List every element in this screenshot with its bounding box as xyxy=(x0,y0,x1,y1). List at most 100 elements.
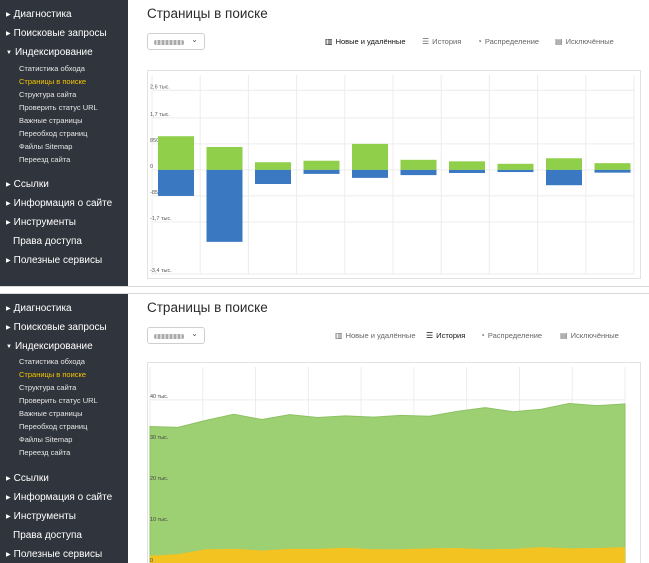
sidebar-subitem-important-pages[interactable]: Важные страницы xyxy=(19,116,83,125)
bar-chart-icon: ▥ xyxy=(325,37,333,46)
sidebar-item-label: Полезные сервисы xyxy=(13,255,103,266)
y-tick-label: 2,6 тыс. xyxy=(150,84,170,90)
y-tick-label: 10 тыс. xyxy=(150,517,169,523)
sidebar-subitem-pages-in-search[interactable]: Страницы в поиске xyxy=(19,370,87,379)
sidebar-item-label: Инструменты xyxy=(13,511,76,522)
y-tick-label: -850 xyxy=(150,190,161,196)
sidebar-item-links[interactable]: ▶ Ссылки xyxy=(6,179,49,190)
tab-history[interactable]: ☰ История xyxy=(422,37,461,46)
bar-added xyxy=(449,161,485,170)
caret-down-icon: ▼ xyxy=(6,50,12,56)
sidebar-subitem-sitemap[interactable]: Файлы Sitemap xyxy=(19,142,73,151)
bar-added xyxy=(497,163,534,170)
chevron-down-icon: ⌄ xyxy=(191,35,198,44)
sidebar-subitem-check-url[interactable]: Проверить статус URL xyxy=(19,396,98,405)
excluded-icon: ▤ xyxy=(560,331,568,340)
caret-right-icon: ▶ xyxy=(6,12,11,18)
tab-label: Исключённые xyxy=(570,331,619,340)
sidebar-subitem-important-pages[interactable]: Важные страницы xyxy=(19,409,83,418)
sidebar-item-queries[interactable]: ▶ Поисковые запросы xyxy=(6,322,107,333)
tab-distribution[interactable]: ◔ Распределение xyxy=(480,331,542,340)
tab-label: Распределение xyxy=(487,331,543,340)
caret-right-icon: ▶ xyxy=(6,220,11,226)
bar-removed xyxy=(352,169,388,178)
panel-history: ▶ Диагностика ▶ Поисковые запросы ▼ Индекси… xyxy=(0,293,649,563)
sidebar: ▶ Диагностика ▶ Поисковые запросы ▼ Индекси… xyxy=(0,0,128,286)
sidebar-subitem-pages-in-search[interactable]: Страницы в поиске xyxy=(19,77,87,86)
caret-right-icon: ▶ xyxy=(6,201,11,207)
y-tick-label: -3,4 тыс. xyxy=(150,268,172,274)
tab-new-removed[interactable]: ▥ Новые и удалённые xyxy=(325,37,406,46)
tab-new-removed[interactable]: ▥ Новые и удалённые xyxy=(335,331,416,340)
sidebar-subitem-recrawl[interactable]: Переобход страниц xyxy=(19,129,88,138)
pie-icon: ◔ xyxy=(480,331,485,340)
bar-added xyxy=(594,163,631,170)
bar-added xyxy=(546,158,582,170)
y-tick-label: 30 тыс. xyxy=(150,435,169,441)
tab-history[interactable]: ☰ История xyxy=(426,331,465,340)
area-chart-svg: 40 тыс. 30 тыс. 20 тыс. 10 тыс. 0 xyxy=(149,367,626,563)
tab-distribution[interactable]: ◔ Распределение xyxy=(477,37,539,46)
caret-right-icon: ▶ xyxy=(6,495,11,501)
caret-right-icon: ▶ xyxy=(6,306,11,312)
sidebar-item-tools[interactable]: ▶ Инструменты xyxy=(6,217,76,228)
sidebar-item-label: Информация о сайте xyxy=(13,198,113,209)
sidebar-item-label: Диагностика xyxy=(13,303,72,314)
sidebar-item-links[interactable]: ▶ Ссылки xyxy=(6,473,49,484)
bar-chart-icon: ▥ xyxy=(335,331,343,340)
bar-added xyxy=(400,159,437,170)
caret-right-icon: ▶ xyxy=(6,476,11,482)
sidebar-subitem-site-move[interactable]: Переезд сайта xyxy=(19,448,71,457)
pie-icon: ◔ xyxy=(477,37,482,46)
sidebar-item-indexing[interactable]: ▼ Индексирование xyxy=(6,341,93,352)
bar-removed xyxy=(497,169,534,173)
bar-chart-svg: 2,6 тыс. 1,7 тыс. 850 0 -850 -1,7 тыс. -3,4 ты… xyxy=(150,75,635,275)
tab-excluded[interactable]: ▤ Исключённые xyxy=(555,37,614,46)
sidebar-item-site-info[interactable]: ▶ Информация о сайте xyxy=(6,198,112,209)
bar-removed xyxy=(206,169,243,242)
sidebar-item-access[interactable]: Права доступа xyxy=(13,236,82,247)
sidebar-subitem-site-move[interactable]: Переезд сайта xyxy=(19,155,71,164)
history-icon: ☰ xyxy=(426,331,434,340)
page-title: Страницы в поиске xyxy=(147,6,268,21)
sidebar-subitem-crawl-stats[interactable]: Статистика обхода xyxy=(19,64,85,73)
bar-added xyxy=(303,160,340,170)
caret-right-icon: ▶ xyxy=(6,325,11,331)
main-content: Страницы в поиске ⌄ ▥ Новые и удалённые ☰… xyxy=(128,0,649,286)
sidebar-item-label: Ссылки xyxy=(13,179,49,190)
tab-excluded[interactable]: ▤ Исключённые xyxy=(560,331,619,340)
sidebar-item-services[interactable]: ▶ Полезные сервисы xyxy=(6,255,102,266)
sidebar-item-tools[interactable]: ▶ Инструменты xyxy=(6,511,76,522)
sidebar-subitem-recrawl[interactable]: Переобход страниц xyxy=(19,422,88,431)
sidebar-item-label: Поисковые запросы xyxy=(13,322,107,333)
tab-label: Исключённые xyxy=(565,37,614,46)
sidebar-item-diagnostics[interactable]: ▶ Диагностика xyxy=(6,9,72,20)
bar-removed xyxy=(449,169,485,173)
sidebar-item-label: Ссылки xyxy=(13,473,49,484)
caret-right-icon: ▶ xyxy=(6,514,11,520)
area-series-secondary xyxy=(150,547,625,563)
bar-removed xyxy=(594,169,631,173)
caret-right-icon: ▶ xyxy=(6,552,11,558)
sidebar-subitem-site-structure[interactable]: Структура сайта xyxy=(19,90,77,99)
sidebar-subitem-crawl-stats[interactable]: Статистика обхода xyxy=(19,357,85,366)
bar-added xyxy=(206,146,243,170)
sidebar-item-queries[interactable]: ▶ Поисковые запросы xyxy=(6,28,107,39)
sidebar-item-diagnostics[interactable]: ▶ Диагностика xyxy=(6,303,72,314)
caret-right-icon: ▶ xyxy=(6,31,11,37)
tab-label: Новые и удалённые xyxy=(335,37,406,46)
site-selector[interactable]: ⌄ xyxy=(147,327,205,344)
sidebar-item-access[interactable]: Права доступа xyxy=(13,530,82,541)
sidebar-item-services[interactable]: ▶ Полезные сервисы xyxy=(6,549,102,560)
panel-new-removed: ▶ Диагностика ▶ Поисковые запросы ▼ Индекси… xyxy=(0,0,649,287)
sidebar-subitem-site-structure[interactable]: Структура сайта xyxy=(19,383,77,392)
sidebar-item-label: Поисковые запросы xyxy=(13,28,107,39)
site-selector[interactable]: ⌄ xyxy=(147,33,205,50)
sidebar-item-indexing[interactable]: ▼ Индексирование xyxy=(6,47,93,58)
sidebar-item-site-info[interactable]: ▶ Информация о сайте xyxy=(6,492,112,503)
sidebar-subitem-check-url[interactable]: Проверить статус URL xyxy=(19,103,98,112)
area-series-indexed xyxy=(149,403,626,563)
y-tick-label: -1,7 тыс. xyxy=(150,216,172,222)
chart-history: 40 тыс. 30 тыс. 20 тыс. 10 тыс. 0 xyxy=(147,362,641,563)
sidebar-subitem-sitemap[interactable]: Файлы Sitemap xyxy=(19,435,73,444)
